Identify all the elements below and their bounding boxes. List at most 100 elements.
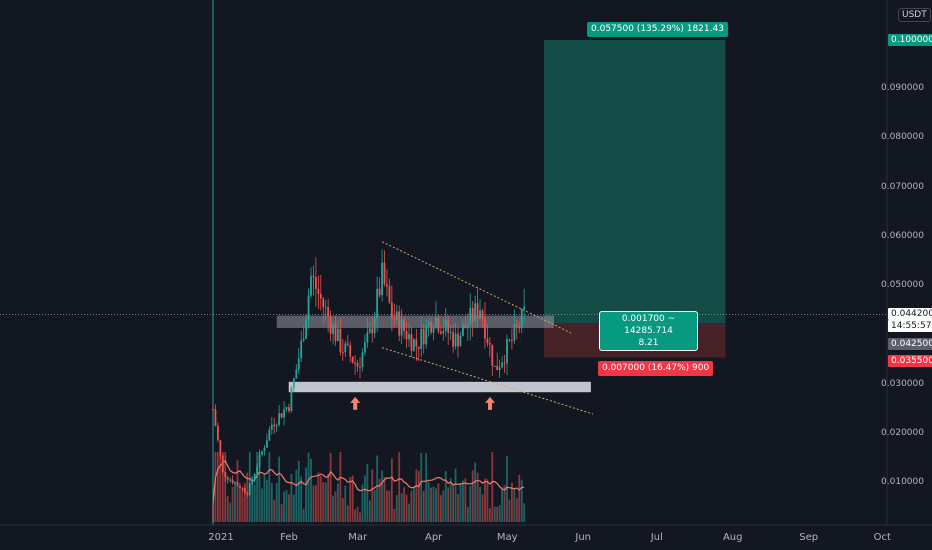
entry-price-tag: 0.042500	[888, 338, 932, 350]
volume-bar	[241, 487, 244, 522]
candle	[288, 407, 290, 411]
volume-bar	[420, 452, 423, 522]
candle	[329, 316, 332, 334]
volume-bar	[432, 486, 435, 522]
volume-bar	[493, 506, 496, 522]
volume-bar	[491, 452, 494, 522]
price-tick-label: 0.010000	[881, 477, 924, 487]
volume-bar	[263, 474, 266, 522]
time-tick-label: 2021	[208, 532, 234, 543]
candle	[243, 488, 246, 493]
candle	[305, 319, 307, 339]
candle	[518, 326, 521, 329]
candle	[368, 328, 371, 333]
candle	[378, 288, 381, 296]
candle	[439, 331, 442, 334]
volume-bar	[395, 495, 398, 522]
volume-bar	[285, 490, 288, 522]
volume-bar	[256, 452, 258, 522]
position-info-box[interactable]: 0.001700 ~ 14285.714 8.21	[599, 311, 698, 351]
candle	[491, 344, 494, 366]
volume-bar	[405, 494, 408, 522]
volume-bar	[290, 473, 293, 522]
time-tick-label: Apr	[424, 532, 443, 543]
volume-bar	[430, 487, 432, 522]
volume-bar	[339, 452, 342, 522]
candle	[425, 325, 428, 345]
volume-bar	[523, 503, 526, 522]
candle	[251, 479, 254, 484]
candle	[390, 302, 393, 319]
volume-bar	[393, 508, 396, 522]
volume-bar	[481, 494, 484, 522]
volume-bar	[378, 478, 381, 522]
candle	[224, 471, 227, 478]
time-tick-label: Oct	[873, 532, 891, 543]
volume-bar	[334, 491, 337, 522]
volume-bar	[351, 475, 354, 522]
volume-bar	[435, 488, 437, 522]
volume-bar	[373, 490, 376, 522]
candle	[442, 331, 445, 334]
candle	[417, 346, 420, 349]
volume-bar	[234, 481, 236, 522]
volume-bar	[332, 495, 334, 522]
position-info-line1: 0.001700 ~ 14285.714	[621, 314, 676, 336]
volume-ma-line	[212, 460, 525, 505]
descending-trendline-lower	[382, 347, 594, 415]
candle	[373, 318, 376, 334]
volume-bar	[349, 477, 352, 522]
candle	[410, 334, 413, 351]
volume-bar	[312, 485, 315, 522]
candle	[508, 339, 511, 341]
volume-bar	[310, 458, 312, 522]
candle	[452, 331, 454, 347]
candle	[319, 293, 322, 299]
volume-bar	[305, 467, 307, 522]
candle	[400, 319, 403, 336]
volume-bar	[295, 469, 298, 522]
candle	[302, 338, 305, 341]
volume-bar	[224, 452, 227, 522]
candle	[312, 275, 315, 278]
time-tick-label: Mar	[348, 532, 368, 543]
volume-bar	[236, 460, 239, 522]
candle	[383, 262, 386, 284]
candle	[234, 482, 236, 484]
candle	[270, 424, 273, 430]
drawings	[0, 241, 887, 415]
candle	[346, 343, 349, 346]
candle	[457, 333, 459, 347]
volume-bar	[219, 453, 222, 522]
target-badge: 0.057500 (135.29%) 1821.43	[587, 22, 728, 37]
candle	[315, 277, 317, 290]
volume-bar	[317, 472, 320, 522]
volume-bar	[471, 470, 474, 522]
support-zone	[288, 381, 591, 393]
volume-bar	[364, 475, 366, 522]
volume-bar	[359, 512, 361, 522]
countdown-tag: 14:55:57	[888, 320, 932, 332]
candle	[344, 343, 347, 353]
candle	[493, 365, 496, 367]
candle	[351, 356, 354, 363]
volume-bar	[261, 488, 263, 522]
candle	[523, 306, 526, 309]
volume-bar	[214, 452, 217, 522]
volume-bar	[368, 500, 371, 522]
candle	[462, 324, 464, 337]
candle	[241, 488, 244, 490]
candle	[501, 362, 503, 368]
volume-bar	[354, 509, 356, 522]
volume-bar	[511, 482, 513, 522]
candle	[364, 342, 366, 353]
candle	[300, 340, 303, 359]
volume-bar	[488, 508, 491, 522]
volume-bar	[273, 499, 276, 522]
volume-bar	[243, 483, 246, 522]
candle	[349, 345, 352, 357]
currency-label[interactable]: USDT	[898, 8, 931, 22]
stop-badge: 0.007000 (16.47%) 900	[598, 361, 714, 376]
volume-bar	[268, 452, 271, 522]
